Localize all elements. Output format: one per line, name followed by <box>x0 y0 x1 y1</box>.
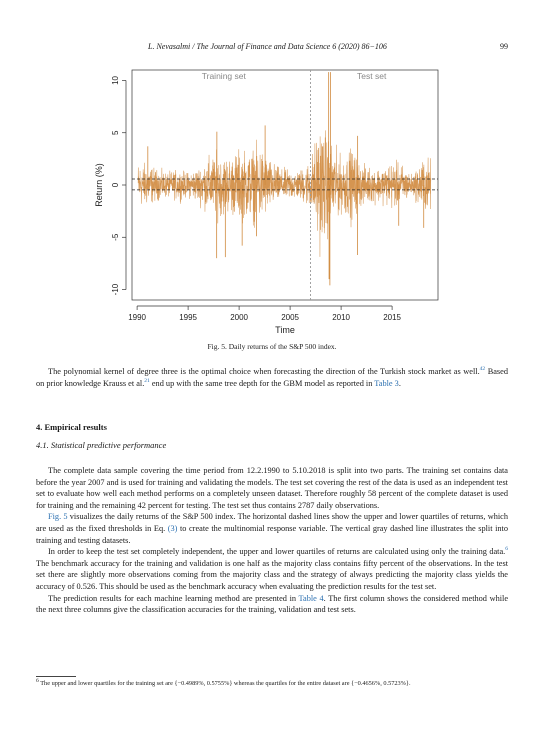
footnote-rule <box>36 676 76 677</box>
fig-5-link[interactable]: Fig. 5 <box>48 512 68 522</box>
subsection-heading: 4.1. Statistical predictive performance <box>36 440 167 450</box>
page-number: 99 <box>500 42 508 51</box>
footnote-text: The upper and lower quartiles for the tr… <box>38 680 411 687</box>
intro-text-2: Based on prior knowledge Krauss et al. <box>36 367 508 388</box>
paragraph-1: The complete data sample covering the ti… <box>36 466 508 510</box>
para4-text-2: . The first column shows the considered … <box>36 593 509 615</box>
reference-lines <box>132 70 438 300</box>
x-tick-label-2005: 2005 <box>281 313 299 322</box>
annotation-test-set: Test set <box>357 71 387 81</box>
x-tick-label-2000: 2000 <box>230 313 248 322</box>
annotation-training-set: Training set <box>202 71 247 81</box>
paragraph-3: In order to keep the test set completely… <box>36 546 508 592</box>
para4-text-1: The prediction results for each machine … <box>48 593 299 603</box>
paragraph-2: Fig. 5 visualizes the daily returns of t… <box>36 511 508 546</box>
y-axis-label: Return (%) <box>94 163 104 207</box>
paragraph-4: The prediction results for each machine … <box>36 593 508 616</box>
intro-text-3: end up with the same tree depth for the … <box>149 378 375 388</box>
returns-chart: 1990 1995 2000 2005 2010 2015 10 5 0 -5 -10 Traini… <box>94 69 439 335</box>
para2-text-2: to create the multinomial response varia… <box>36 523 508 545</box>
figure-caption: Fig. 5. Daily returns of the S&P 500 ind… <box>207 342 337 351</box>
x-axis-label: Time <box>275 325 295 335</box>
x-tick-label-1995: 1995 <box>179 313 197 322</box>
x-tick-label-2010: 2010 <box>332 313 350 322</box>
para3-text-2: The benchmark accuracy for the training … <box>36 558 508 591</box>
axes: 1990 1995 2000 2005 2010 2015 10 5 0 -5 -10 <box>111 75 402 322</box>
intro-text-1: The polynomial kernel of degree three is… <box>48 367 480 376</box>
y-tick-label--5: -5 <box>111 233 120 241</box>
table-3-link[interactable]: Table 3 <box>374 378 399 388</box>
para2-text-1: visualizes the daily returns of the S&P … <box>36 512 508 533</box>
y-tick-label-0: 0 <box>111 182 120 187</box>
footnote: 6 The upper and lower quartiles for the … <box>36 677 508 687</box>
returns-line <box>137 130 432 257</box>
citation-21[interactable]: 21 <box>144 377 150 384</box>
intro-text-4: . <box>398 378 401 388</box>
table-4-link[interactable]: Table 4 <box>298 593 324 603</box>
citation-42[interactable]: 42 <box>479 366 486 373</box>
returns-series <box>137 72 432 286</box>
x-tick-label-2015: 2015 <box>383 313 401 322</box>
y-tick-label--10: -10 <box>111 283 120 295</box>
running-head: L. Nevasalmi / The Journal of Finance an… <box>148 42 387 51</box>
x-tick-label-1990: 1990 <box>128 313 146 322</box>
y-tick-label-5: 5 <box>111 130 120 135</box>
section-heading: 4. Empirical results <box>36 422 107 432</box>
footnote-mark: 6 <box>36 677 39 684</box>
plot-border <box>131 69 439 301</box>
y-tick-label-10: 10 <box>111 75 120 84</box>
eq-3-link[interactable]: (3) <box>167 523 178 533</box>
plot-frame <box>131 69 439 301</box>
main-text: The complete data sample covering the ti… <box>36 465 508 616</box>
footnote-ref-6[interactable]: 6 <box>505 546 508 553</box>
intro-paragraph: The polynomial kernel of degree three is… <box>36 366 508 389</box>
para3-text-1: In order to keep the test set completely… <box>48 547 506 557</box>
